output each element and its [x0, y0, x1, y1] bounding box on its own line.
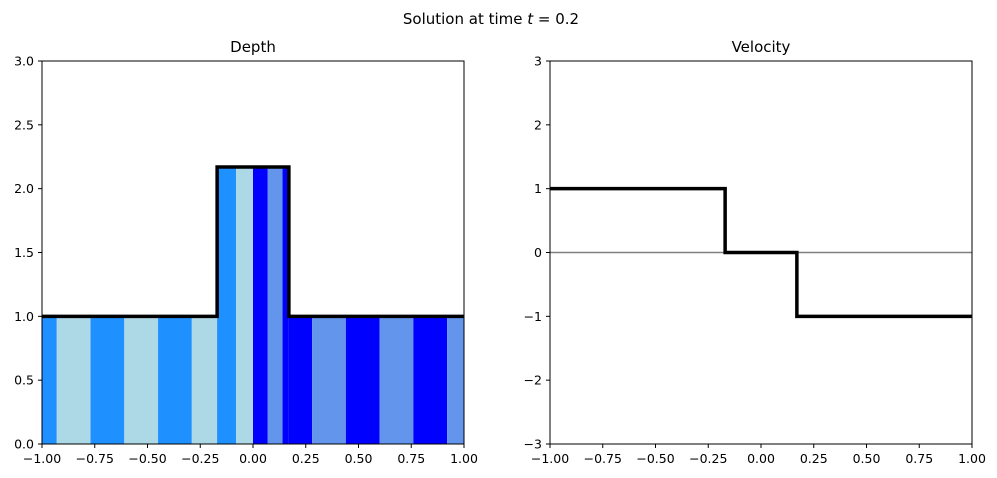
- depth-stripe: [379, 316, 414, 444]
- y-tick-label: 1.5: [14, 245, 34, 260]
- depth-stripe: [447, 316, 464, 444]
- y-tick-label: 1: [534, 181, 542, 196]
- x-tick-label: −0.25: [689, 451, 727, 466]
- y-tick-label: −2: [524, 373, 542, 388]
- x-tick-label: −0.50: [636, 451, 674, 466]
- depth-stripe: [282, 166, 289, 445]
- y-tick-label: 0.5: [14, 373, 34, 388]
- y-tick-label: 3.0: [14, 54, 34, 69]
- depth-stripe: [312, 316, 346, 444]
- y-tick-label: 0: [534, 245, 542, 260]
- x-tick-label: 0.50: [345, 451, 373, 466]
- depth-stripe: [90, 316, 125, 444]
- depth-stripe: [267, 166, 283, 445]
- depth-stripe: [288, 316, 313, 444]
- depth-stripe: [236, 166, 253, 445]
- x-tick-label: 1.00: [958, 451, 986, 466]
- solution-line: [550, 186, 972, 319]
- depth-stripe: [158, 316, 192, 444]
- depth-stripe: [191, 316, 222, 444]
- x-tick-label: 0.00: [239, 451, 267, 466]
- solution-line: [42, 165, 464, 319]
- depth-stripe: [253, 166, 268, 445]
- y-tick-label: 2.0: [14, 181, 34, 196]
- x-tick-label: −1.00: [23, 451, 61, 466]
- velocity-chart: −1.00 −0.75 −0.50 −0.25 0.00 0.25 0.50 0.75 1.00…: [524, 38, 986, 466]
- x-tick-label: 0.25: [800, 451, 828, 466]
- y-tick-label: −1: [524, 309, 542, 324]
- y-tick-label: 1.0: [14, 309, 34, 324]
- depth-stripe: [124, 316, 159, 444]
- y-tick-label: −3: [524, 437, 542, 452]
- x-tick-label: −0.25: [181, 451, 219, 466]
- x-tick-label: −0.75: [584, 451, 622, 466]
- chart-title: Velocity: [732, 38, 791, 56]
- x-tick-label: 1.00: [450, 451, 478, 466]
- y-tick-label: 3: [534, 54, 542, 69]
- depth-stripe: [345, 316, 380, 444]
- x-tick-label: −1.00: [531, 451, 569, 466]
- x-tick-label: 0.50: [853, 451, 881, 466]
- y-tick-label: 0.0: [14, 437, 34, 452]
- y-tick-label: 2.5: [14, 117, 34, 132]
- x-tick-label: −0.75: [76, 451, 114, 466]
- chart-title: Depth: [230, 38, 276, 56]
- depth-stripe: [56, 316, 91, 444]
- depth-chart: −1.00 −0.75 −0.50 −0.25 0.00 0.25 0.50 0.75 1.00…: [14, 38, 478, 466]
- x-tick-label: 0.75: [397, 451, 425, 466]
- figure-suptitle: Solution at time t = 0.2: [403, 10, 579, 28]
- x-tick-label: −0.50: [128, 451, 166, 466]
- depth-stripe: [42, 316, 57, 444]
- depth-stripe: [413, 316, 448, 444]
- y-tick-label: 2: [534, 117, 542, 132]
- x-tick-label: 0.00: [747, 451, 775, 466]
- x-tick-label: 0.25: [292, 451, 320, 466]
- x-tick-label: 0.75: [905, 451, 933, 466]
- depth-stripe: [217, 166, 237, 445]
